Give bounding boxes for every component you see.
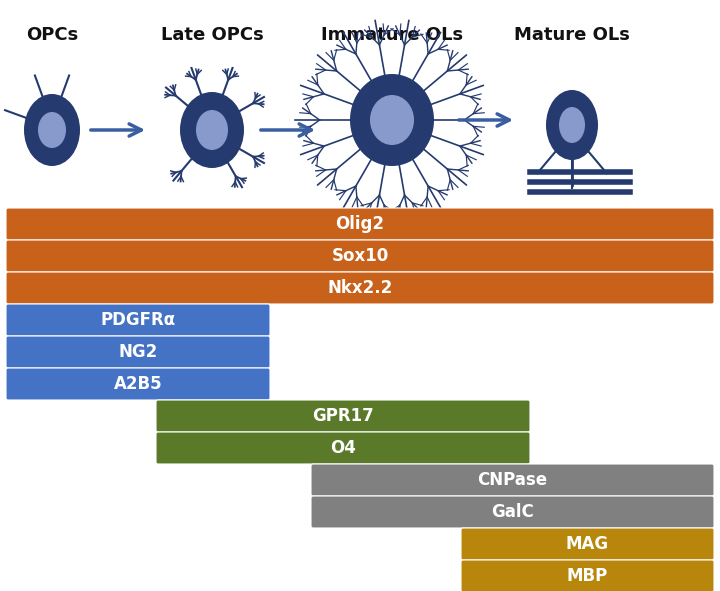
Text: MBP: MBP [567,567,608,585]
FancyBboxPatch shape [6,304,270,336]
Text: OPCs: OPCs [26,26,78,44]
FancyBboxPatch shape [6,336,270,368]
FancyBboxPatch shape [311,464,714,496]
Text: Immature OLs: Immature OLs [321,26,463,44]
Text: Olig2: Olig2 [336,215,384,233]
Text: NG2: NG2 [118,343,158,361]
FancyBboxPatch shape [461,560,714,591]
Ellipse shape [196,110,228,150]
FancyBboxPatch shape [6,272,714,304]
Ellipse shape [559,107,585,143]
Text: CNPase: CNPase [477,471,548,489]
Ellipse shape [24,94,80,166]
Ellipse shape [38,112,66,148]
Text: Late OPCs: Late OPCs [161,26,264,44]
FancyBboxPatch shape [311,496,714,528]
Ellipse shape [350,74,434,166]
Ellipse shape [546,90,598,160]
Ellipse shape [180,92,244,168]
Text: Sox10: Sox10 [331,247,389,265]
Text: GalC: GalC [491,503,534,521]
Text: PDGFRα: PDGFRα [100,311,176,329]
Text: Mature OLs: Mature OLs [514,26,630,44]
FancyBboxPatch shape [156,432,530,464]
FancyBboxPatch shape [6,208,714,240]
Text: GPR17: GPR17 [312,407,374,425]
FancyBboxPatch shape [156,400,530,432]
FancyBboxPatch shape [6,240,714,272]
Ellipse shape [370,95,414,145]
Text: A2B5: A2B5 [114,375,162,393]
Text: MAG: MAG [566,535,609,553]
Text: Nkx2.2: Nkx2.2 [328,279,392,297]
FancyBboxPatch shape [461,528,714,560]
FancyBboxPatch shape [6,368,270,400]
Text: O4: O4 [330,439,356,457]
